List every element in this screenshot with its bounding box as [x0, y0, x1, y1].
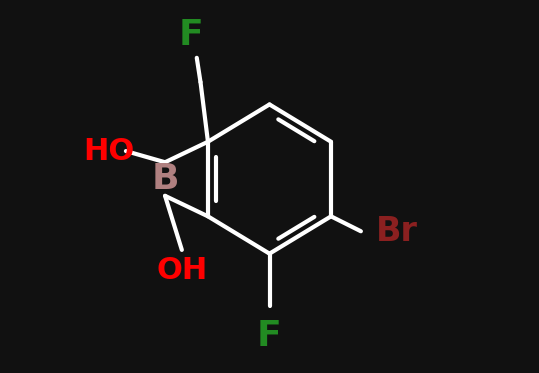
Text: Br: Br: [375, 215, 417, 248]
Text: F: F: [179, 18, 204, 53]
Text: B: B: [151, 162, 179, 196]
Text: OH: OH: [156, 256, 208, 285]
Text: HO: HO: [84, 137, 135, 166]
Text: F: F: [257, 319, 282, 353]
